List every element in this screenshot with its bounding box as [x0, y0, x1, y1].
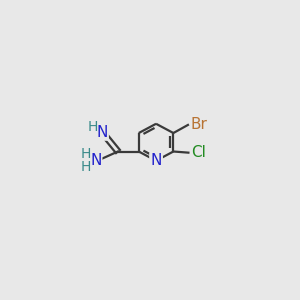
Text: N: N — [97, 125, 108, 140]
Text: Br: Br — [191, 117, 208, 132]
Text: N: N — [150, 153, 162, 168]
Text: H: H — [87, 120, 98, 134]
Text: N: N — [90, 153, 102, 168]
Text: H: H — [80, 147, 91, 161]
Text: H: H — [80, 160, 91, 173]
Text: Cl: Cl — [191, 145, 206, 160]
